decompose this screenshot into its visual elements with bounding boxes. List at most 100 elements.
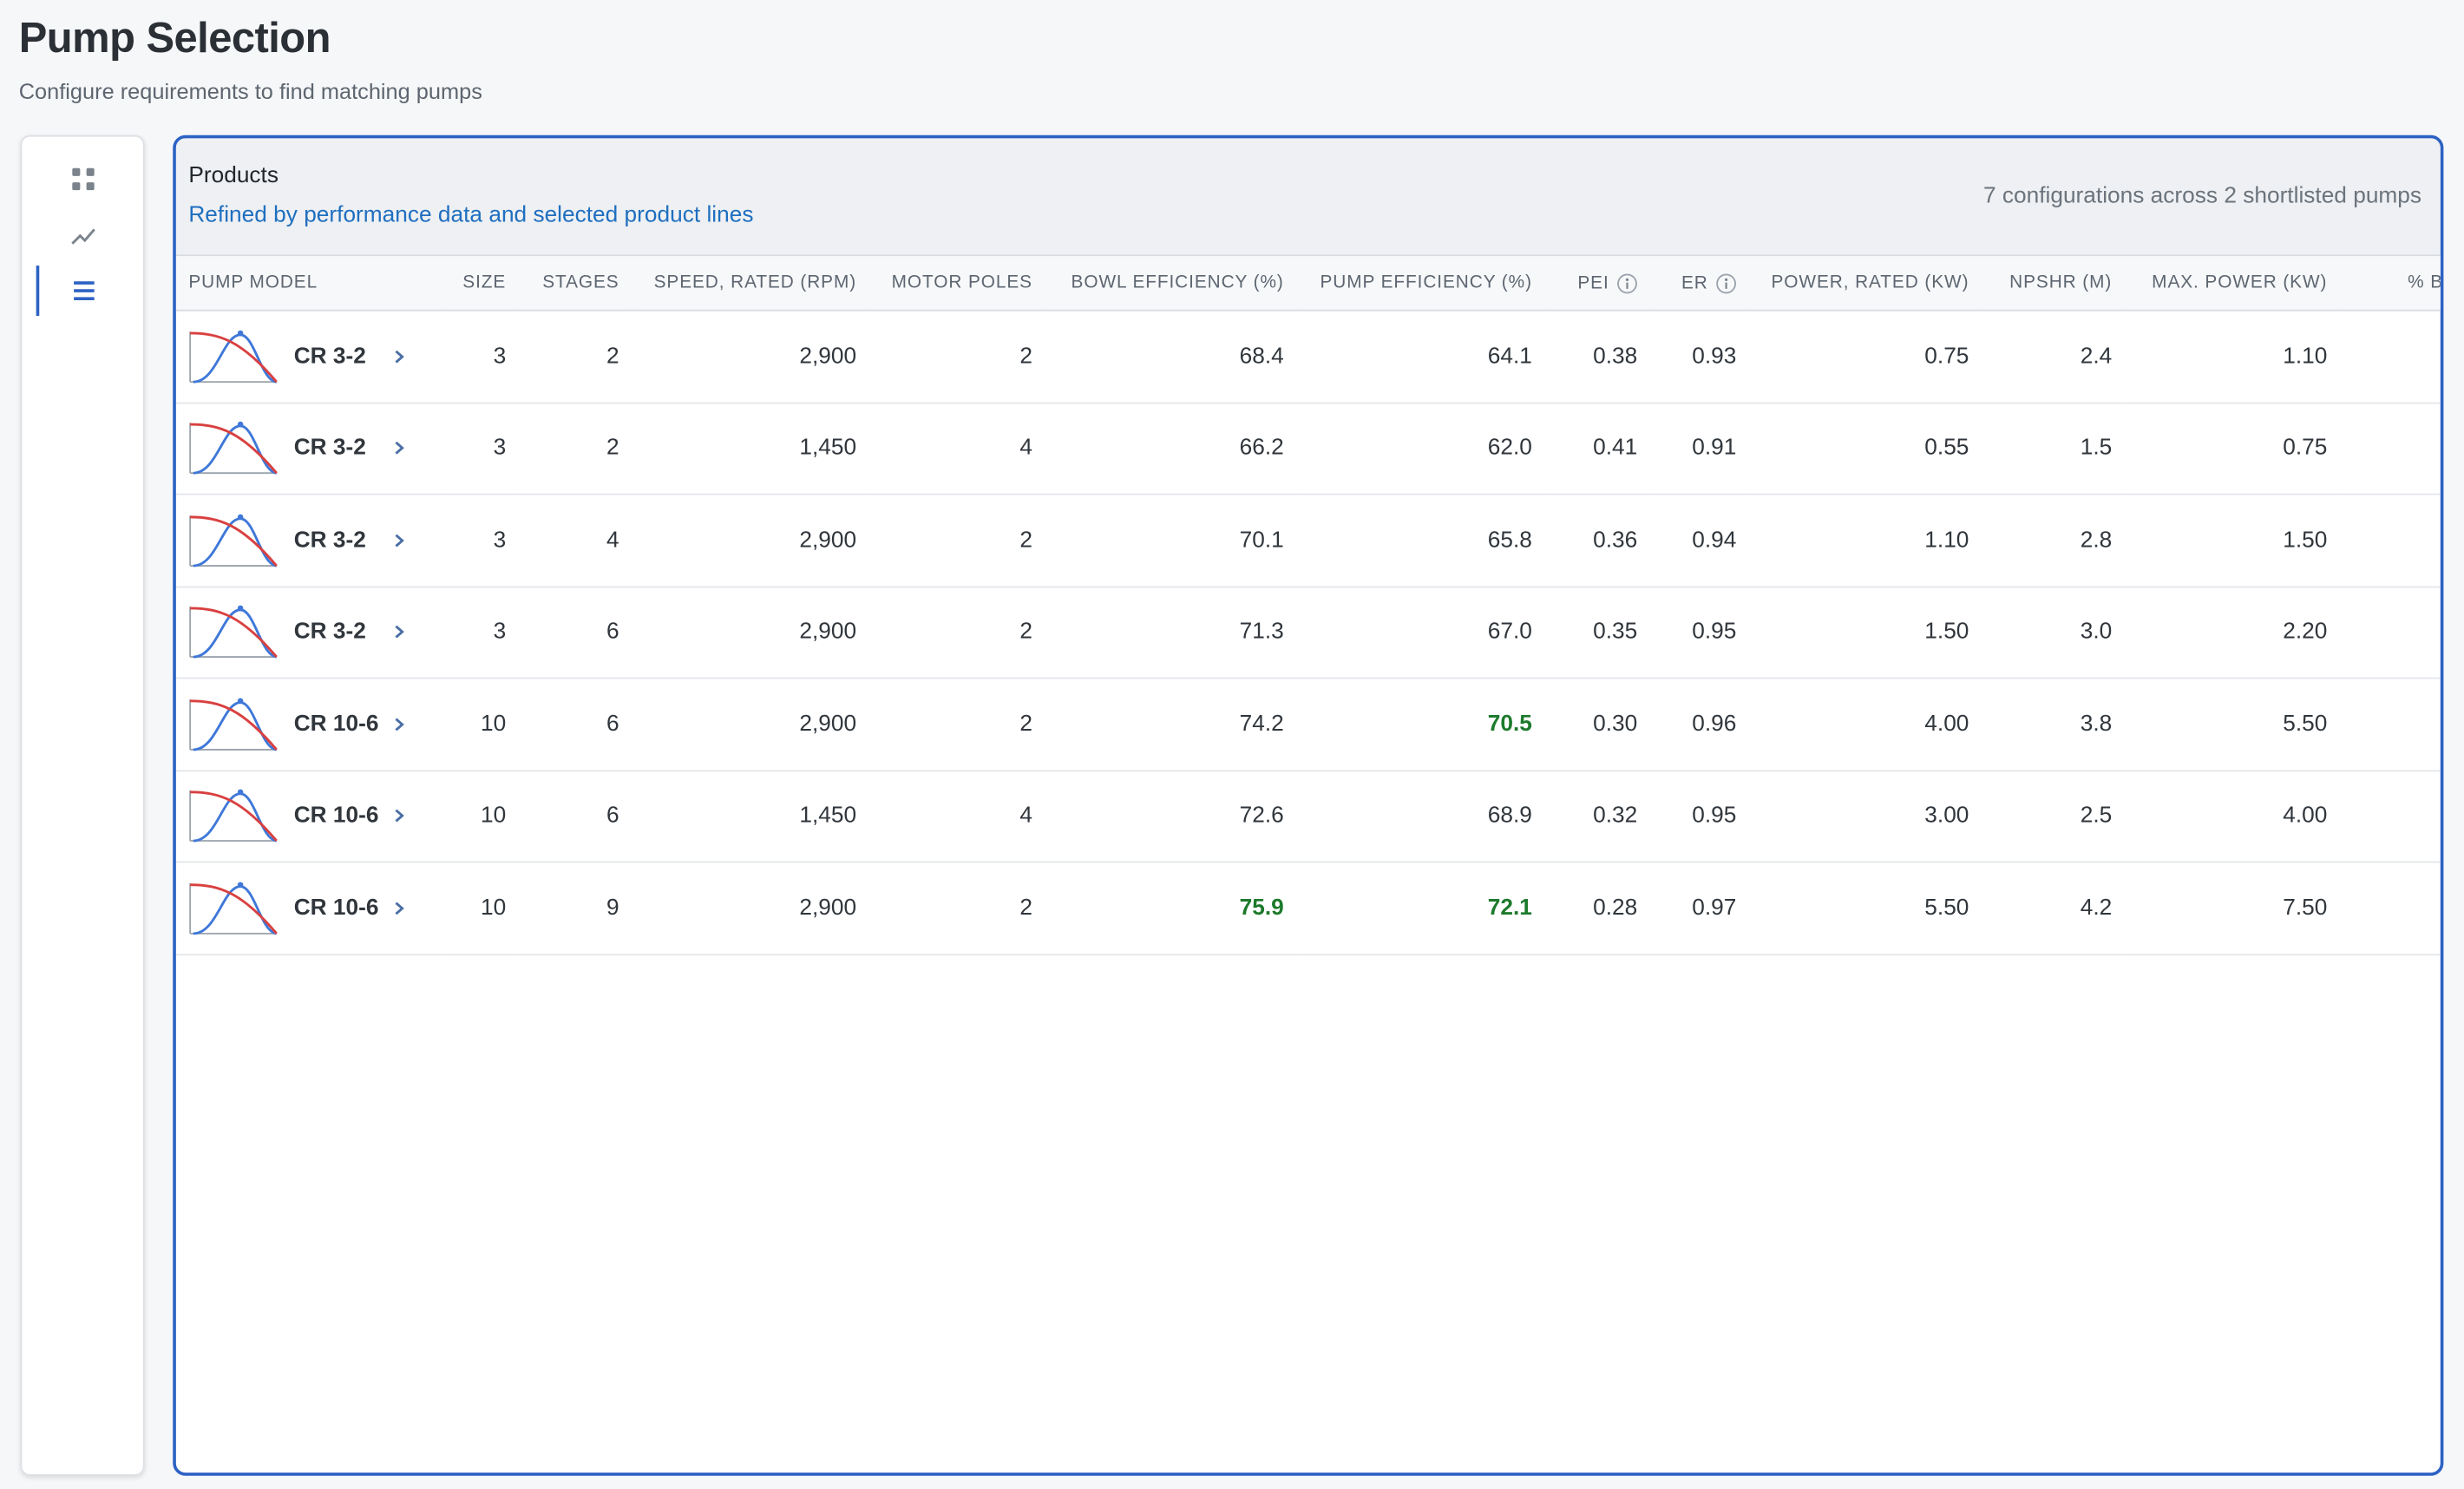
table-cell: 0.38	[1544, 310, 1650, 403]
table-cell: 4.00	[1748, 678, 1982, 771]
curve-thumbnail	[189, 422, 278, 476]
table-cell: 2	[868, 586, 1045, 679]
table-cell: 72.6	[1045, 770, 1297, 863]
column-label: SPEED, RATED (RPM)	[653, 273, 857, 292]
table-row[interactable]: CR 3-2 3 4 2,900 2 70.1 65.8 0.36 0.94 1.10 2.8 1.5…	[175, 494, 2441, 587]
model: CR 3-2	[188, 328, 430, 384]
table-cell: 72.1	[1296, 862, 1545, 955]
model: CR 3-2	[188, 512, 430, 568]
table-cell: 3.0	[1981, 586, 2125, 679]
table-cell: 2,900	[632, 586, 869, 679]
table-cell: 2.5	[1981, 770, 2125, 863]
table-cell: 70.5	[1296, 678, 1545, 771]
column-header: STAGES	[518, 256, 632, 312]
column-label: MAX. POWER (KW)	[2152, 273, 2328, 292]
model: CR 3-2	[188, 604, 430, 660]
table-cell: 0.75	[1748, 310, 1982, 403]
page-title: Pump Selection	[18, 14, 331, 62]
products-panel: Products Refined by performance data and…	[173, 134, 2444, 1476]
model: CR 3-2	[188, 420, 430, 476]
panel-subtitle: Refined by performance data and selected…	[188, 202, 754, 228]
table-cell: 64.1	[1296, 310, 1545, 403]
table-cell: 6	[518, 770, 632, 863]
table-row[interactable]: CR 3-2 3 6 2,900 2 71.3 67.0 0.35 0.95 1.50 3.0 2.2…	[175, 586, 2441, 679]
table-cell: 1.50	[1748, 586, 1982, 679]
column-label: PUMP EFFICIENCY (%)	[1320, 273, 1532, 292]
table-cell: 2	[868, 494, 1045, 587]
expand-chevron[interactable]	[391, 347, 407, 366]
table-cell	[2339, 494, 2441, 587]
table-cell: 10	[442, 770, 519, 863]
table-cell: 0.35	[1544, 586, 1650, 679]
table-cell: 0.36	[1544, 494, 1650, 587]
model: CR 10-6	[188, 696, 430, 752]
curve-thumbnail	[189, 881, 278, 935]
header-row: PUMP MODEL SIZE STAGES SPEED, RATED (RPM) MO…	[175, 256, 2441, 312]
table-cell: 0.75	[2124, 402, 2340, 495]
table-cell: 6	[518, 586, 632, 679]
table-cell: 68.9	[1296, 770, 1545, 863]
curve-thumbnail	[189, 606, 278, 659]
expand-chevron[interactable]	[391, 623, 407, 642]
table-cell: 2	[868, 862, 1045, 955]
table-cell: 1.10	[2124, 310, 2340, 403]
table-cell: 2.4	[1981, 310, 2125, 403]
table-row[interactable]: CR 3-2 3 2 2,900 2 68.4 64.1 0.38 0.93 0.75 2.4 1.1…	[175, 310, 2441, 403]
chart-view-button[interactable]	[71, 228, 95, 245]
table-cell: 4.00	[2124, 770, 2340, 863]
table-cell: 7.50	[2124, 862, 2340, 955]
table-cell: 70.1	[1045, 494, 1297, 587]
table-cell: 0.55	[1748, 402, 1982, 495]
table-cell: 2	[868, 678, 1045, 771]
table-cell: 10	[442, 678, 519, 771]
grid-view-button[interactable]	[72, 167, 95, 191]
products-table: PUMP MODEL SIZE STAGES SPEED, RATED (RPM) MO…	[175, 256, 2441, 955]
table-cell: 2,900	[632, 494, 869, 587]
table-cell: 2,900	[632, 862, 869, 955]
model-name: CR 3-2	[293, 344, 366, 370]
table-cell: 2	[868, 310, 1045, 403]
table-cell: 0.96	[1649, 678, 1749, 771]
table-cell: 2,900	[632, 310, 869, 403]
expand-chevron[interactable]	[391, 807, 407, 826]
list-view-button[interactable]	[74, 281, 95, 300]
expand-chevron[interactable]	[391, 531, 407, 550]
table-cell: 3	[442, 402, 519, 495]
column-label: BOWL EFFICIENCY (%)	[1071, 273, 1284, 292]
table-cell: 3	[442, 310, 519, 403]
table-cell: 3.8	[1981, 678, 2125, 771]
table-cell: 0.97	[1649, 862, 1749, 955]
column-header: PEI	[1544, 256, 1650, 312]
table-cell: 0.41	[1544, 402, 1650, 495]
expand-chevron[interactable]	[391, 439, 407, 458]
model: CR 10-6	[188, 788, 430, 844]
table-cell: 0.32	[1544, 770, 1650, 863]
column-header: PUMP MODEL	[175, 256, 443, 312]
table-cell: 0.30	[1544, 678, 1650, 771]
table-row[interactable]: CR 10-6 10 6 2,900 2 74.2 70.5 0.30 0.96 4.00 3.8 5…	[175, 678, 2441, 771]
table-cell: 3.00	[1748, 770, 1982, 863]
expand-chevron[interactable]	[391, 715, 407, 734]
model-cell: CR 10-6	[175, 770, 443, 863]
table-cell: 68.4	[1045, 310, 1297, 403]
table-row[interactable]: CR 10-6 10 9 2,900 2 75.9 72.1 0.28 0.97 5.50 4.2 7…	[175, 862, 2441, 955]
sidebar	[20, 134, 145, 1476]
expand-chevron[interactable]	[391, 899, 407, 918]
curve-thumbnail	[189, 514, 278, 567]
table-row[interactable]: CR 3-2 3 2 1,450 4 66.2 62.0 0.41 0.91 0.55 1.5 0.7…	[175, 402, 2441, 495]
column-label: ER	[1681, 273, 1708, 292]
table-cell: 71.3	[1045, 586, 1297, 679]
table-row[interactable]: CR 10-6 10 6 1,450 4 72.6 68.9 0.32 0.95 3.00 2.5 4…	[175, 770, 2441, 863]
table-cell: 2	[518, 402, 632, 495]
info-icon	[1716, 272, 1737, 293]
table-cell: 1.10	[1748, 494, 1982, 587]
column-header: POWER, RATED (KW)	[1748, 256, 1982, 312]
column-header: BOWL EFFICIENCY (%)	[1045, 256, 1297, 312]
table-cell: 1,450	[632, 402, 869, 495]
table-cell: 2.8	[1981, 494, 2125, 587]
column-header: NPSHR (M)	[1981, 256, 2125, 312]
table-cell: 1.50	[2124, 494, 2340, 587]
info-icon	[1617, 272, 1637, 293]
